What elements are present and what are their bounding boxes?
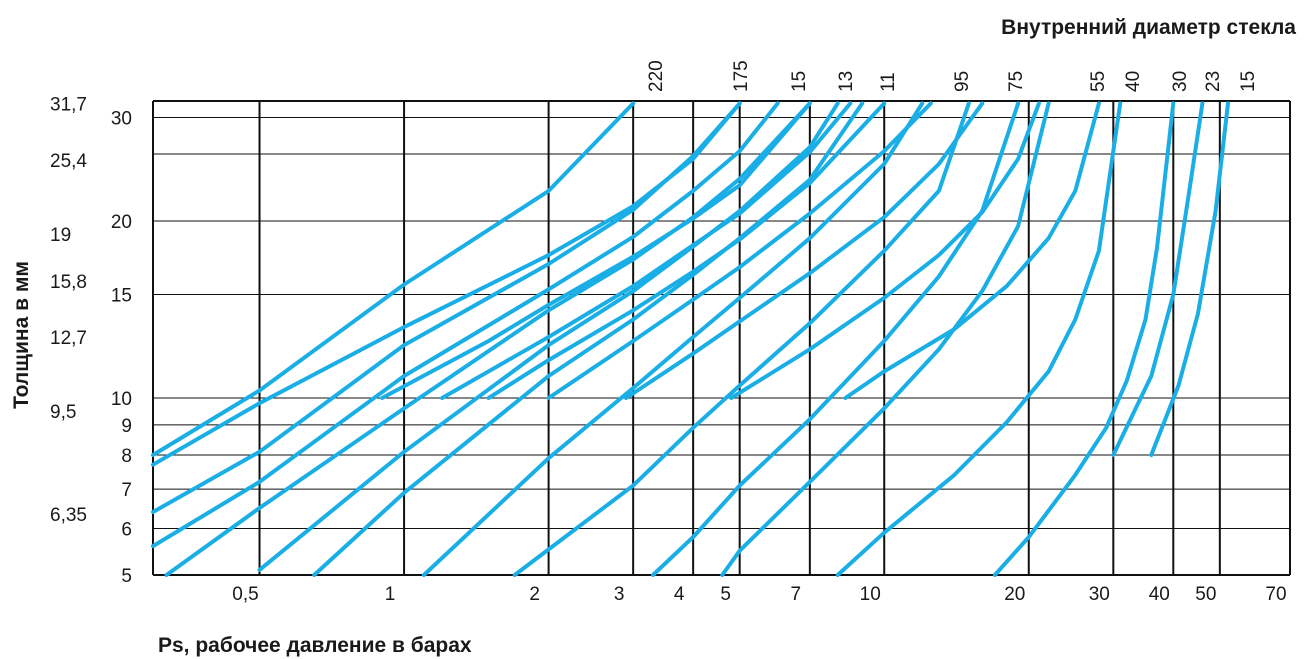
y-inch-tick-label-4: 19 [50, 225, 71, 246]
y-inch-tick-label-6: 31,7 [50, 94, 87, 115]
series-line-2 [153, 103, 778, 546]
diameter-label-10: 23 [1203, 71, 1224, 92]
y-inch-tick-label-2: 12,7 [50, 328, 87, 349]
diameter-label-5: 95 [952, 71, 973, 92]
x-tick-label-11: 50 [1195, 584, 1216, 605]
diameter-label-11: 15 [1238, 71, 1259, 92]
x-tick-label-0: 0,5 [232, 584, 258, 605]
y-inch-tick-label-0: 6,35 [50, 505, 87, 526]
series-line-14 [153, 103, 740, 464]
diameter-label-2: 15 [789, 71, 810, 92]
diameter-label-6: 75 [1006, 71, 1027, 92]
series-line-13 [1151, 103, 1228, 455]
diameter-label-1: 175 [731, 60, 752, 92]
y-tick-label-2: 7 [121, 480, 132, 501]
diameter-labels: 220 175 15 13 11 95 75 55 40 30 23 15 [646, 60, 1259, 92]
x-tick-label-4: 4 [674, 584, 685, 605]
x-tick-label-3: 3 [614, 584, 625, 605]
y-tick-label-7: 20 [111, 212, 132, 233]
y-inch-tick-label-1: 9,5 [50, 402, 76, 423]
x-tick-label-7: 10 [860, 584, 881, 605]
chart-title: Внутренний диаметр стекла [1001, 16, 1296, 39]
series-group [153, 103, 1228, 575]
x-tick-label-9: 30 [1089, 584, 1110, 605]
series-line-11 [995, 103, 1173, 575]
y-axis-title: Толщина в мм [10, 261, 33, 409]
diameter-label-3: 13 [836, 71, 857, 92]
x-tick-label-12: 70 [1265, 584, 1286, 605]
x-tick-label-5: 5 [720, 584, 731, 605]
x-tick-label-1: 1 [385, 584, 396, 605]
y-tick-labels: 5 6 7 8 9 10 15 20 30 [111, 108, 132, 587]
diameter-label-4: 11 [878, 72, 899, 92]
x-tick-label-2: 2 [529, 584, 540, 605]
diameter-label-8: 40 [1123, 71, 1144, 92]
y-tick-label-5: 10 [111, 389, 132, 410]
y-inch-tick-labels: 6,35 9,5 12,7 15,8 19 25,4 31,7 [50, 94, 87, 526]
y-tick-label-0: 5 [121, 566, 132, 587]
y-tick-label-6: 15 [111, 285, 132, 306]
diameter-label-9: 30 [1170, 71, 1191, 92]
x-tick-label-8: 20 [1004, 584, 1025, 605]
x-tick-label-10: 40 [1149, 584, 1170, 605]
y-tick-label-4: 9 [121, 416, 132, 437]
y-tick-label-8: 30 [111, 108, 132, 129]
x-axis-title: Ps, рабочее давление в барах [158, 634, 472, 657]
series-line-0 [153, 103, 633, 455]
diameter-label-7: 55 [1088, 71, 1109, 92]
series-line-8 [653, 103, 1018, 575]
y-inch-tick-label-5: 25,4 [50, 151, 87, 172]
series-line-12 [1113, 103, 1202, 455]
y-tick-label-3: 8 [121, 446, 132, 467]
y-tick-label-1: 6 [121, 519, 132, 540]
diameter-label-0: 220 [646, 60, 667, 92]
x-tick-labels: 0,5 1 2 3 4 5 7 10 20 30 40 50 70 [232, 584, 1286, 605]
series-line-15 [382, 103, 810, 398]
y-inch-tick-label-3: 15,8 [50, 272, 87, 293]
x-tick-label-6: 7 [791, 584, 802, 605]
